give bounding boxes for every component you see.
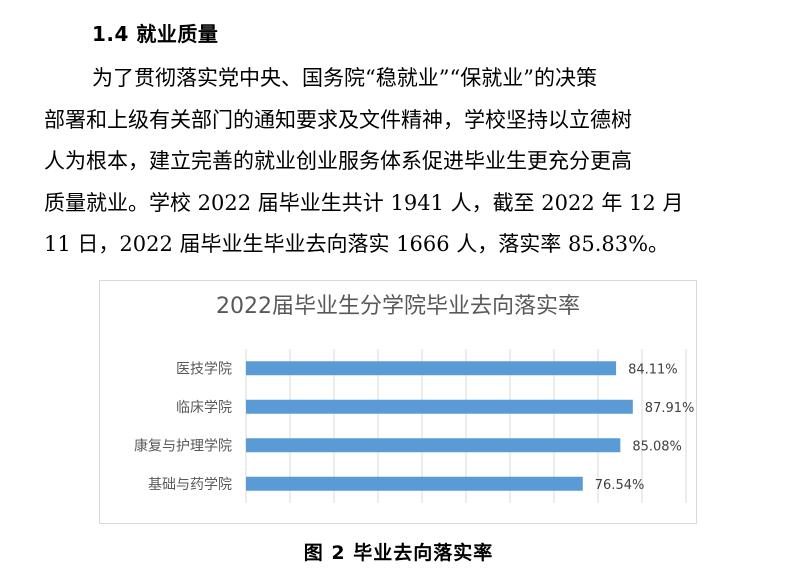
data-label: 76.54% (595, 478, 645, 493)
paragraph-line: 人为根本，建立完善的就业创业服务体系促进毕业生更充分更高 (44, 149, 632, 173)
data-label: 84.11% (628, 362, 678, 377)
data-label: 85.08% (632, 439, 682, 454)
data-label: 87.91% (645, 401, 695, 416)
bar (246, 476, 583, 491)
section-heading: 1.4 就业质量 (92, 22, 219, 46)
category-label: 康复与护理学院 (134, 437, 232, 454)
chart-container: 2022届毕业生分学院毕业去向落实率 医技学院 84.11% 临床学院 87.91% 康… (99, 280, 697, 524)
category-label: 基础与药学院 (148, 476, 232, 493)
bar (246, 438, 621, 453)
paragraph-line: 为了贯彻落实党中央、国务院“稳就业”“保就业”的决策 (92, 66, 597, 90)
paragraph-line: 质量就业。学校 2022 届毕业生共计 1941 人，截至 2022 年 12 … (44, 190, 684, 215)
paragraph-line: 11 日，2022 届毕业生毕业去向落实 1666 人，落实率 85.83%。 (44, 232, 670, 256)
category-label: 医技学院 (176, 361, 232, 377)
category-label: 临床学院 (176, 400, 232, 416)
bar (246, 399, 633, 414)
chart-title: 2022届毕业生分学院毕业去向落实率 (216, 294, 580, 319)
body-paragraph: 为了贯彻落实党中央、国务院“稳就业”“保就业”的决策 部署和上级有关部门的通知要… (44, 58, 756, 266)
figure-caption: 图 2 毕业去向落实率 (303, 542, 494, 564)
paragraph-line: 部署和上级有关部门的通知要求及文件精神，学校坚持以立德树 (44, 107, 632, 132)
bar (246, 361, 617, 376)
bar-chart: 2022届毕业生分学院毕业去向落实率 医技学院 84.11% 临床学院 87.91% 康… (134, 294, 695, 503)
